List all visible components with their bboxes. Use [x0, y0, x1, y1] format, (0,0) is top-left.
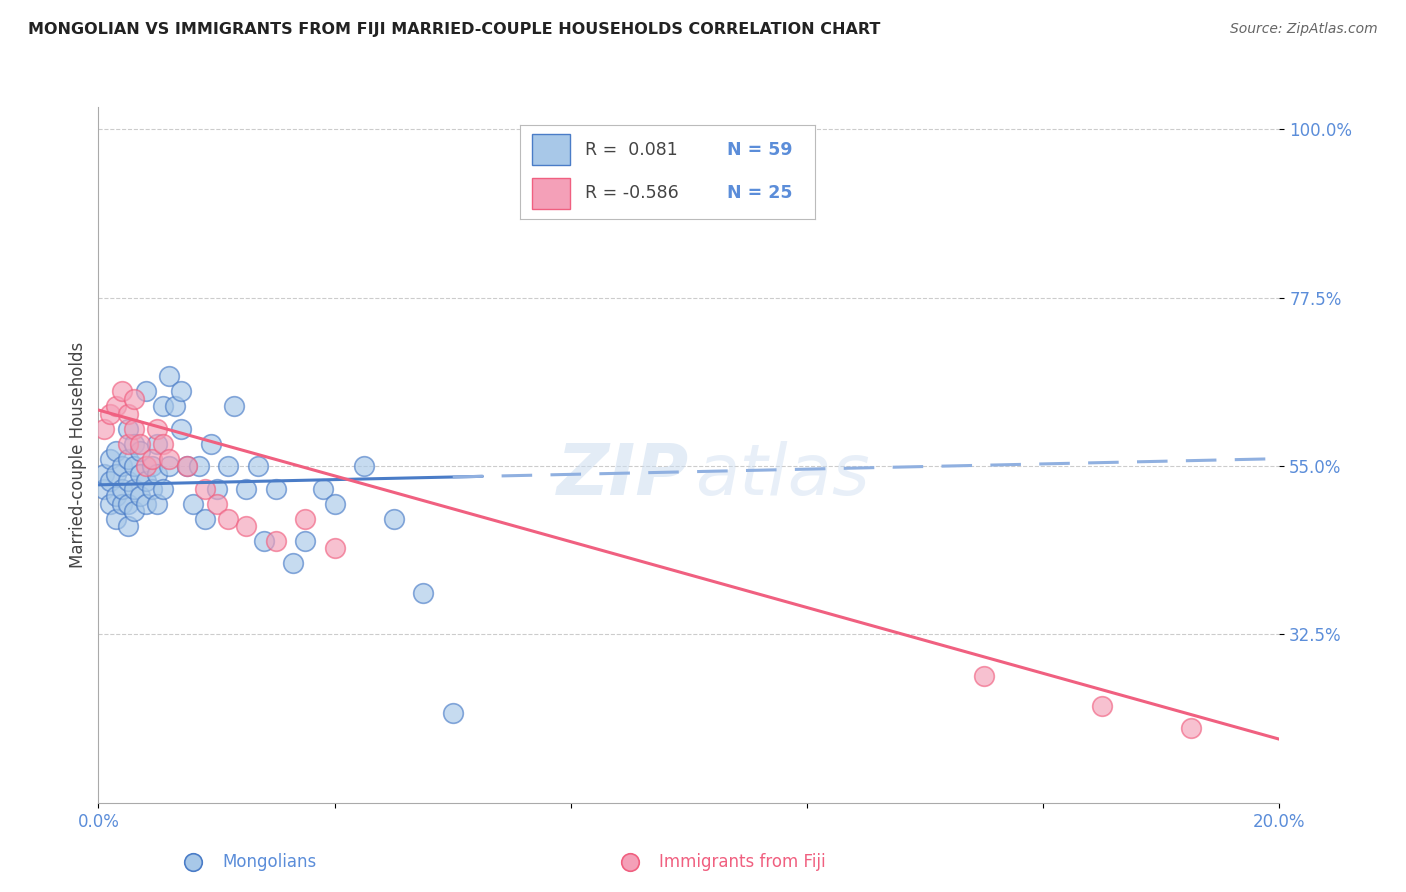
Point	[141, 482, 163, 496]
Point	[135, 474, 157, 488]
Text: Mongolians: Mongolians	[222, 853, 316, 871]
Point	[122, 392, 145, 406]
Point	[176, 459, 198, 474]
Point	[105, 511, 128, 525]
Point	[122, 482, 145, 496]
Point	[146, 467, 169, 481]
Point	[235, 519, 257, 533]
Point	[224, 399, 246, 413]
Point	[170, 384, 193, 399]
Point	[217, 511, 239, 525]
Point	[93, 467, 115, 481]
Point	[111, 497, 134, 511]
Point	[194, 482, 217, 496]
Point	[141, 451, 163, 466]
Point	[93, 482, 115, 496]
Point	[1091, 698, 1114, 713]
Point	[135, 459, 157, 474]
Point	[122, 459, 145, 474]
Text: MONGOLIAN VS IMMIGRANTS FROM FIJI MARRIED-COUPLE HOUSEHOLDS CORRELATION CHART: MONGOLIAN VS IMMIGRANTS FROM FIJI MARRIE…	[28, 22, 880, 37]
Point	[128, 489, 150, 503]
Point	[128, 444, 150, 458]
Point	[146, 497, 169, 511]
Point	[111, 459, 134, 474]
Point	[181, 497, 204, 511]
Text: Source: ZipAtlas.com: Source: ZipAtlas.com	[1230, 22, 1378, 37]
Y-axis label: Married-couple Households: Married-couple Households	[69, 342, 87, 568]
Text: N = 59: N = 59	[727, 141, 793, 159]
Point	[122, 436, 145, 450]
Point	[105, 467, 128, 481]
Point	[382, 511, 405, 525]
Point	[105, 489, 128, 503]
Point	[146, 422, 169, 436]
Point	[122, 504, 145, 518]
Point	[117, 497, 139, 511]
Point	[283, 557, 305, 571]
Point	[93, 422, 115, 436]
Point	[194, 511, 217, 525]
Point	[1180, 721, 1202, 735]
Point	[973, 668, 995, 682]
Point	[135, 497, 157, 511]
Point	[187, 459, 209, 474]
Point	[323, 497, 346, 511]
Text: N = 25: N = 25	[727, 184, 793, 202]
Point	[111, 384, 134, 399]
Point	[152, 482, 174, 496]
Bar	[531, 135, 571, 165]
Point	[235, 482, 257, 496]
Point	[105, 399, 128, 413]
Point	[117, 519, 139, 533]
Point	[117, 436, 139, 450]
Point	[117, 422, 139, 436]
Point	[246, 459, 269, 474]
Point	[157, 369, 180, 384]
Point	[135, 384, 157, 399]
Point	[111, 482, 134, 496]
Point	[441, 706, 464, 720]
Point	[170, 422, 193, 436]
Point	[294, 533, 316, 548]
Point	[312, 482, 335, 496]
Point	[353, 459, 375, 474]
Point	[152, 436, 174, 450]
Bar	[531, 178, 571, 210]
Point	[105, 444, 128, 458]
Point	[165, 399, 187, 413]
Point	[128, 436, 150, 450]
Point	[264, 533, 287, 548]
Point	[98, 407, 121, 421]
Text: R = -0.586: R = -0.586	[585, 184, 679, 202]
Point	[157, 451, 180, 466]
Point	[323, 541, 346, 556]
Text: ZIP: ZIP	[557, 442, 689, 510]
Point	[146, 436, 169, 450]
Text: atlas: atlas	[695, 442, 869, 510]
Text: Immigrants from Fiji: Immigrants from Fiji	[659, 853, 827, 871]
Point	[200, 436, 222, 450]
Point	[117, 451, 139, 466]
Text: R =  0.081: R = 0.081	[585, 141, 678, 159]
Point	[176, 459, 198, 474]
Point	[117, 474, 139, 488]
Point	[141, 459, 163, 474]
Point	[294, 511, 316, 525]
Point	[98, 497, 121, 511]
Point	[412, 586, 434, 600]
Point	[253, 533, 276, 548]
Point	[98, 451, 121, 466]
Point	[205, 482, 228, 496]
Point	[217, 459, 239, 474]
Point	[128, 467, 150, 481]
Point	[152, 399, 174, 413]
Point	[264, 482, 287, 496]
Point	[122, 422, 145, 436]
Point	[98, 474, 121, 488]
Point	[157, 459, 180, 474]
Point	[117, 407, 139, 421]
Point	[205, 497, 228, 511]
